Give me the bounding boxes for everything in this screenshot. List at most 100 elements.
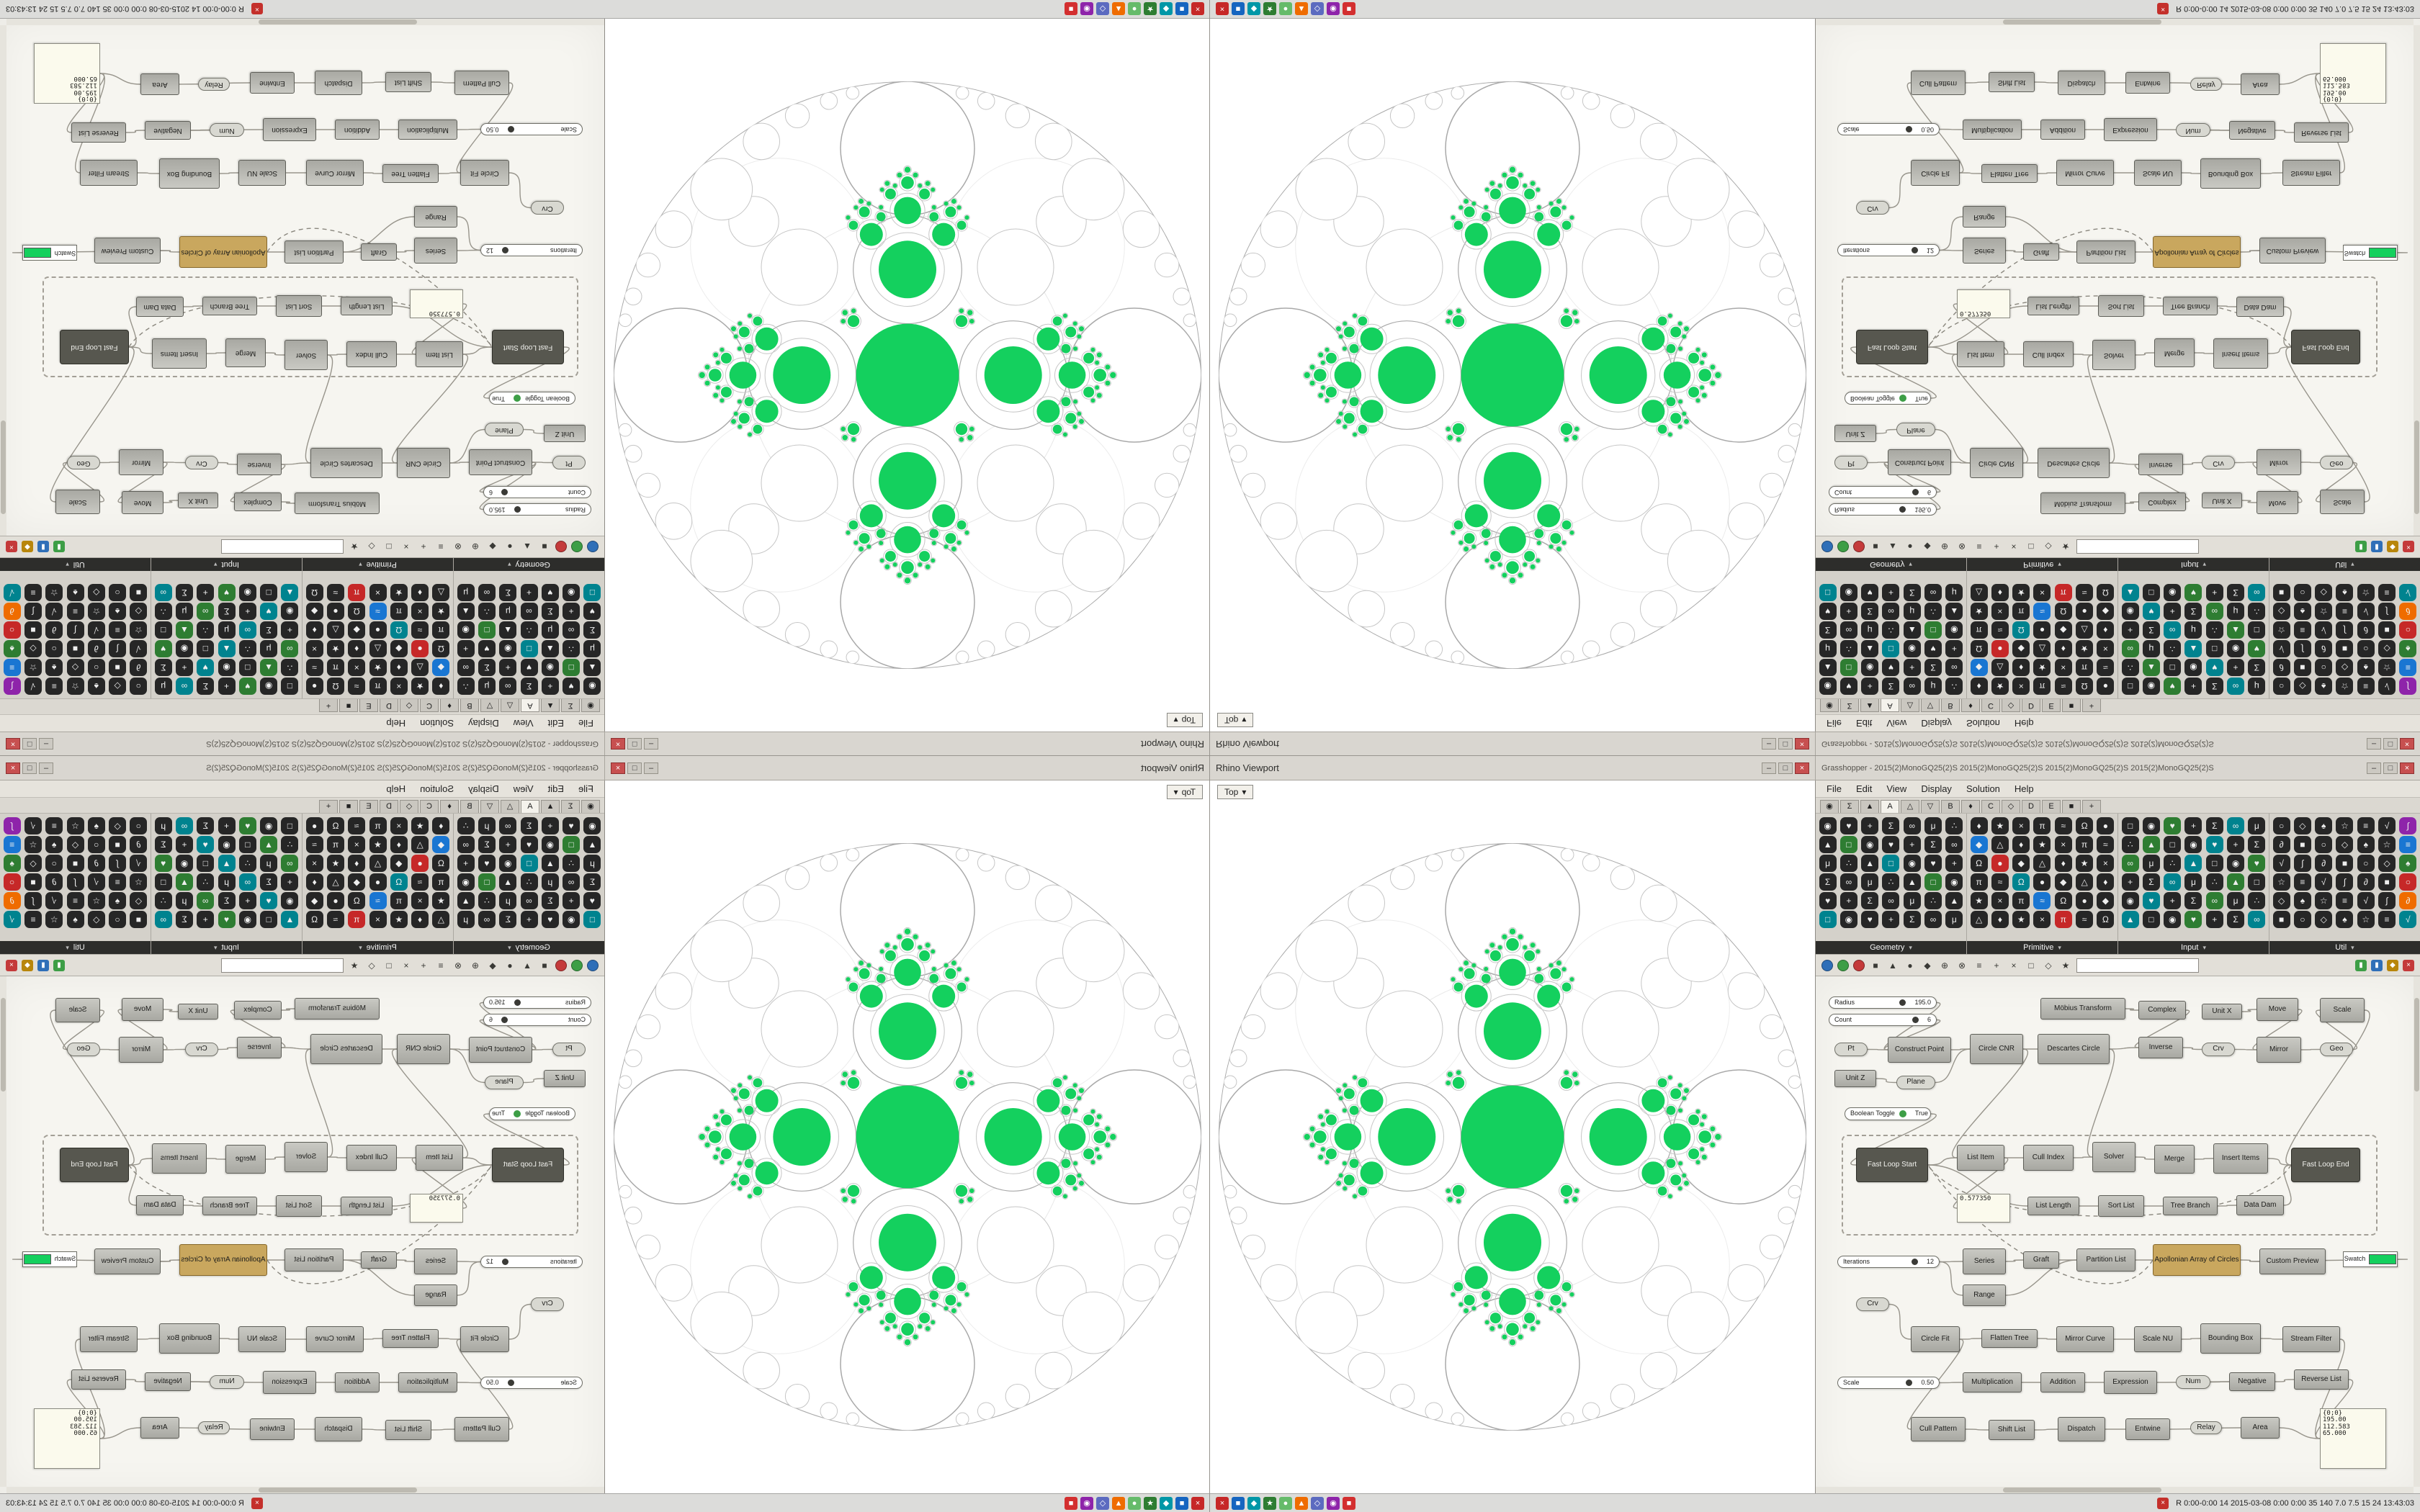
component-icon[interactable]: μ — [499, 892, 517, 909]
component-icon[interactable]: + — [175, 659, 193, 676]
component-icon[interactable]: ■ — [130, 584, 148, 601]
gh-node-merge[interactable]: Merge — [2154, 1145, 2195, 1174]
gh-node-flatten-tree[interactable]: Flatten Tree — [382, 164, 439, 183]
gh-node-sort-list[interactable]: Sort List — [2098, 295, 2144, 317]
menu-view[interactable]: View — [1886, 783, 1907, 794]
tray-alert-icon[interactable]: × — [2157, 1497, 2169, 1509]
category-tab-2[interactable]: ▲ — [541, 800, 560, 813]
component-icon[interactable]: Σ — [499, 584, 517, 601]
component-icon[interactable]: ◇ — [2293, 817, 2311, 834]
component-icon[interactable]: □ — [238, 659, 256, 676]
component-icon[interactable]: ≈ — [2054, 817, 2072, 834]
gh-node-mirror-curve[interactable]: Mirror Curve — [306, 1326, 364, 1352]
component-icon[interactable]: × — [2054, 836, 2072, 853]
component-icon[interactable]: ≈ — [2054, 678, 2072, 695]
gh-node-cull-pattern[interactable]: Cull Pattern — [1911, 71, 1966, 95]
horizontal-scrollbar[interactable] — [6, 1487, 604, 1493]
component-icon[interactable]: ∞ — [499, 817, 517, 834]
vertical-scrollbar-thumb[interactable] — [1, 420, 6, 514]
component-icon[interactable]: ♥ — [1861, 911, 1879, 928]
component-icon[interactable]: ∞ — [1882, 892, 1900, 909]
component-icon[interactable]: × — [369, 584, 387, 601]
component-icon[interactable]: ▲ — [175, 873, 193, 891]
component-icon[interactable]: ★ — [1991, 678, 2009, 695]
toolbar-icon-1[interactable]: ▲ — [523, 960, 532, 971]
toolbar-icon-10[interactable]: ◇ — [2045, 960, 2052, 971]
category-tab-12[interactable]: ■ — [339, 699, 358, 712]
component-icon[interactable]: □ — [563, 659, 581, 676]
toolbar-icon-3[interactable]: ◆ — [1924, 541, 1931, 552]
gh-node-circle-cnr[interactable]: Circle CNR — [1970, 1034, 2023, 1064]
toolbar-right-icon-1[interactable]: ▮ — [2371, 541, 2383, 553]
component-icon[interactable]: ▲ — [281, 584, 299, 601]
component-icon[interactable]: + — [520, 911, 538, 928]
component-icon[interactable]: μ — [175, 603, 193, 620]
component-icon[interactable]: √ — [45, 603, 63, 620]
toolbar-icon-2[interactable]: ● — [1907, 960, 1913, 971]
component-icon[interactable]: ♠ — [2336, 584, 2354, 601]
component-icon[interactable]: ◉ — [1945, 621, 1963, 639]
vertical-scrollbar[interactable] — [2414, 25, 2420, 536]
component-icon[interactable]: ☆ — [2357, 584, 2375, 601]
component-icon[interactable]: Ω — [2054, 892, 2072, 909]
component-icon[interactable]: Σ — [478, 836, 496, 853]
component-icon[interactable]: √ — [130, 855, 148, 872]
category-tab-9[interactable]: ◇ — [400, 699, 418, 712]
component-icon[interactable]: ◉ — [499, 855, 517, 872]
component-icon[interactable]: ≡ — [66, 892, 84, 909]
component-icon[interactable]: π — [1970, 873, 1988, 891]
menu-solution[interactable]: Solution — [420, 718, 454, 729]
gh-node-circle-fit[interactable]: Circle Fit — [460, 1326, 509, 1352]
gh-node-crv[interactable]: Crv — [185, 456, 218, 469]
component-icon[interactable]: ∴ — [2205, 873, 2223, 891]
component-icon[interactable]: □ — [1839, 659, 1857, 676]
category-tab-8[interactable]: C — [420, 699, 439, 712]
component-icon[interactable]: ◉ — [2184, 836, 2202, 853]
component-icon[interactable]: ♦ — [390, 659, 408, 676]
component-icon[interactable]: ▲ — [1819, 659, 1837, 676]
component-icon[interactable]: ♥ — [1882, 836, 1900, 853]
gh-node-cull-pattern[interactable]: Cull Pattern — [454, 1417, 509, 1441]
preview-ball-icon-0[interactable] — [1821, 959, 1833, 971]
component-icon[interactable]: ◆ — [1970, 836, 1988, 853]
gh-node-plane[interactable]: Plane — [485, 423, 524, 436]
taskbar-app-icon-8[interactable]: ■ — [1065, 1496, 1077, 1510]
component-icon[interactable]: + — [563, 892, 581, 909]
gh-node-stream-filter[interactable]: Stream Filter — [2282, 160, 2340, 186]
component-icon[interactable]: ∞ — [2227, 817, 2245, 834]
tray-alert-icon[interactable]: × — [251, 1497, 263, 1509]
component-icon[interactable]: □ — [1924, 873, 1942, 891]
palette-panel-label[interactable]: Input ▾ — [2118, 558, 2269, 571]
category-tab-7[interactable]: ♦ — [440, 699, 459, 712]
component-icon[interactable]: ∫ — [2378, 892, 2396, 909]
palette-panel-label[interactable]: Primitive ▾ — [1967, 558, 2118, 571]
component-icon[interactable]: ◉ — [2227, 640, 2245, 657]
gh-node-inverse[interactable]: Inverse — [237, 1037, 282, 1058]
gh-node-circle-fit[interactable]: Circle Fit — [1911, 160, 1960, 186]
category-tab-4[interactable]: △ — [1901, 699, 1919, 712]
component-icon[interactable]: ● — [2076, 603, 2094, 620]
component-icon[interactable]: + — [218, 817, 236, 834]
gh-node-geo[interactable]: Geo — [67, 1043, 100, 1056]
component-icon[interactable]: π — [348, 911, 366, 928]
component-icon[interactable]: ▲ — [260, 836, 278, 853]
gh-node-expression[interactable]: Expression — [2104, 1371, 2157, 1394]
component-icon[interactable]: ∞ — [281, 640, 299, 657]
taskbar-app-icon-1[interactable]: ■ — [1175, 2, 1188, 16]
category-tab-4[interactable]: △ — [1901, 800, 1919, 813]
component-icon[interactable]: ∂ — [130, 836, 148, 853]
gh-node-0-577350[interactable]: 0.577350 — [410, 289, 463, 318]
component-icon[interactable]: △ — [326, 621, 344, 639]
component-icon[interactable]: ♦ — [2054, 855, 2072, 872]
component-icon[interactable]: ∞ — [563, 621, 581, 639]
component-icon[interactable]: ♠ — [66, 911, 84, 928]
component-icon[interactable]: ● — [369, 873, 387, 891]
component-icon[interactable]: □ — [2248, 621, 2266, 639]
taskbar-app-icon-4[interactable]: ● — [1128, 2, 1141, 16]
horizontal-scrollbar-thumb[interactable] — [2003, 19, 2161, 24]
component-icon[interactable]: × — [2012, 678, 2030, 695]
component-icon[interactable]: + — [238, 892, 256, 909]
component-icon[interactable]: Σ — [499, 911, 517, 928]
component-icon[interactable]: ▲ — [1945, 603, 1963, 620]
gh-node-flatten-tree[interactable]: Flatten Tree — [382, 1329, 439, 1348]
